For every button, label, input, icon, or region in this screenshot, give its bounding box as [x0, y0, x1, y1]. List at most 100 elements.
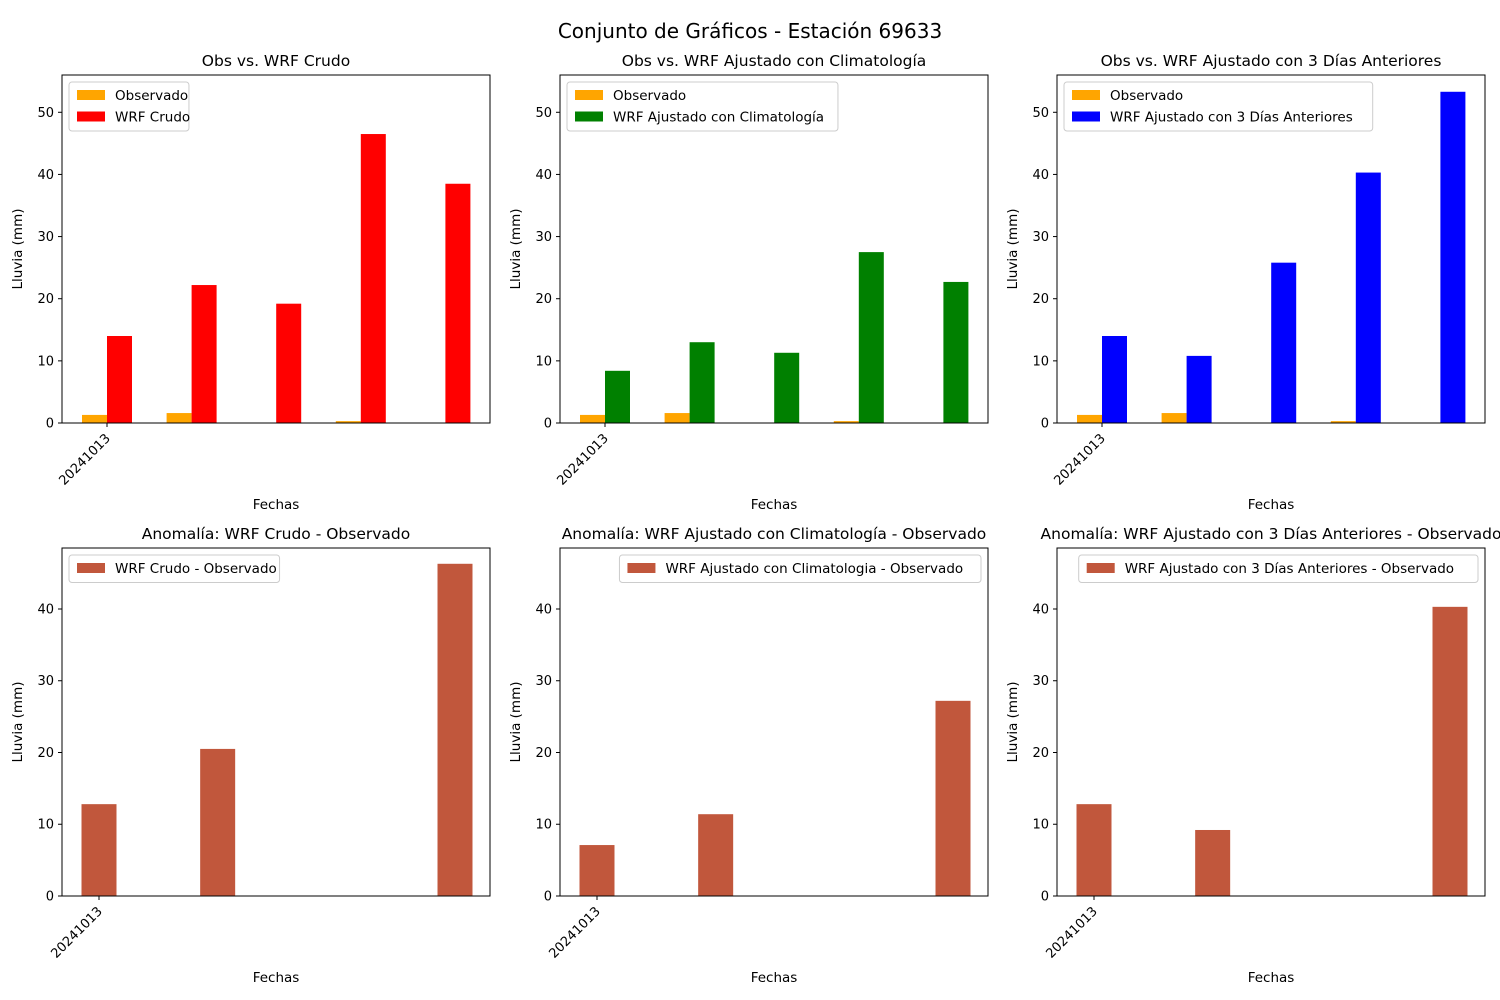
bar-wrf-ajustado-con-3-d-as-anteriores-observado-2: [1432, 606, 1468, 896]
bar-wrf-crudo-2: [276, 303, 302, 423]
y-tick-label: 20: [1032, 746, 1049, 761]
bar-wrf-crudo-observado-1: [200, 748, 236, 896]
subplot-title: Obs vs. WRF Ajustado con 3 Días Anterior…: [1101, 52, 1442, 70]
y-tick-label: 10: [535, 818, 552, 833]
x-axis-label: Fechas: [253, 497, 300, 513]
legend: Observado WRF Crudo: [68, 81, 190, 132]
x-axis-label: Fechas: [751, 497, 798, 513]
legend: WRF Ajustado con 3 Días Anteriores - Obs…: [1078, 554, 1479, 583]
subplot-title: Anomalía: WRF Crudo - Observado: [142, 525, 411, 543]
y-tick-label: 0: [544, 890, 552, 905]
axes-frame: [1056, 547, 1486, 897]
x-axis-label: Fechas: [1248, 970, 1295, 986]
bar-wrf-ajustado-con-3-d-as-anteriores-0: [1102, 336, 1127, 423]
bar-wrf-ajustado-con-climatologia-observado-0: [579, 845, 615, 896]
y-tick-label: 30: [535, 230, 552, 245]
y-tick-label: 20: [535, 746, 552, 761]
bar-observado-0: [82, 414, 107, 423]
y-axis-label: Lluvia (mm): [508, 682, 524, 763]
y-tick-label: 10: [37, 354, 54, 369]
legend-box: [68, 554, 281, 583]
y-tick-label: 50: [1032, 106, 1049, 121]
y-tick-label: 20: [1032, 292, 1049, 307]
bar-observado-0: [580, 414, 605, 423]
subplot-title: Anomalía: WRF Ajustado con 3 Días Anteri…: [1041, 525, 1500, 543]
bar-wrf-ajustado-con-3-d-as-anteriores-4: [1440, 91, 1466, 424]
y-tick-label: 40: [1032, 168, 1049, 183]
legend-label: WRF Ajustado con Climatologia - Observad…: [665, 561, 963, 577]
axes-frame: [1056, 74, 1486, 424]
y-tick-label: 40: [535, 168, 552, 183]
y-tick-label: 0: [1041, 890, 1049, 905]
x-axis-label: Fechas: [253, 970, 300, 986]
bar-observado-0: [1077, 414, 1102, 423]
bar-wrf-ajustado-con-climatolog-a-1: [689, 342, 715, 423]
legend-label: WRF Crudo: [115, 110, 190, 126]
subplot-5: Anomalía: WRF Ajustado con Climatología …: [508, 525, 989, 986]
x-axis-label: Fechas: [1248, 497, 1295, 513]
bar-wrf-crudo-1: [191, 285, 217, 423]
y-tick-label: 50: [37, 106, 54, 121]
y-axis-label: Lluvia (mm): [10, 682, 26, 763]
bar-wrf-ajustado-con-3-d-as-anteriores-2: [1271, 262, 1297, 423]
legend-label: Observado: [115, 88, 188, 104]
legend-label: WRF Crudo - Observado: [115, 561, 277, 577]
bar-wrf-ajustado-con-climatolog-a-2: [774, 352, 800, 423]
bar-wrf-ajustado-con-climatolog-a-3: [858, 252, 884, 423]
bar-wrf-ajustado-con-3-d-as-anteriores-observado-1: [1195, 829, 1231, 896]
bar-observado-1: [1161, 413, 1187, 423]
subplot-3: Obs vs. WRF Ajustado con 3 Días Anterior…: [1005, 52, 1486, 513]
legend-box: [566, 81, 839, 132]
y-tick-label: 50: [535, 106, 552, 121]
y-axis-label: Lluvia (mm): [10, 209, 26, 290]
x-axis-label: Fechas: [751, 970, 798, 986]
bar-observado-3: [833, 421, 859, 423]
y-tick-label: 30: [1032, 230, 1049, 245]
bar-wrf-ajustado-con-climatolog-a-4: [943, 281, 969, 423]
y-tick-label: 0: [46, 417, 54, 432]
y-tick-label: 10: [37, 818, 54, 833]
bar-observado-3: [1330, 421, 1356, 423]
axes-frame: [559, 74, 989, 424]
y-tick-label: 40: [37, 168, 54, 183]
axes-frame: [559, 547, 989, 897]
bar-wrf-ajustado-con-3-d-as-anteriores-1: [1186, 355, 1212, 423]
bar-wrf-crudo-observado-2: [437, 563, 473, 896]
legend-label: Observado: [613, 88, 686, 104]
bar-wrf-ajustado-con-climatolog-a-0: [605, 370, 630, 423]
legend-swatch: [1072, 90, 1100, 100]
y-tick-label: 0: [544, 417, 552, 432]
y-tick-label: 30: [535, 674, 552, 689]
bar-wrf-ajustado-con-3-d-as-anteriores-observado-0: [1076, 804, 1112, 896]
bar-wrf-ajustado-con-climatologia-observado-1: [698, 814, 734, 896]
bar-observado-3: [335, 421, 361, 423]
legend-swatch: [77, 111, 105, 122]
legend-label: WRF Ajustado con Climatología: [613, 110, 824, 126]
y-tick-label: 30: [37, 674, 54, 689]
y-tick-label: 30: [1032, 674, 1049, 689]
y-axis-label: Lluvia (mm): [508, 209, 524, 290]
bar-wrf-ajustado-con-climatologia-observado-2: [935, 700, 971, 896]
y-tick-label: 20: [37, 746, 54, 761]
bar-observado-1: [664, 413, 690, 423]
bar-wrf-crudo-observado-0: [81, 804, 117, 896]
bar-wrf-crudo-3: [360, 134, 386, 424]
y-axis-label: Lluvia (mm): [1005, 209, 1021, 290]
legend-swatch: [575, 111, 603, 122]
legend-label: Observado: [1110, 88, 1183, 104]
legend-swatch: [627, 563, 656, 573]
y-tick-label: 0: [46, 890, 54, 905]
y-tick-label: 40: [1032, 602, 1049, 617]
figure-suptitle: Conjunto de Gráficos - Estación 69633: [558, 19, 942, 43]
y-axis-label: Lluvia (mm): [1005, 682, 1021, 763]
legend-box: [618, 554, 982, 583]
y-tick-label: 40: [535, 602, 552, 617]
y-tick-label: 10: [1032, 818, 1049, 833]
y-tick-label: 30: [37, 230, 54, 245]
y-tick-label: 10: [535, 354, 552, 369]
legend-box: [1078, 554, 1479, 583]
y-tick-label: 0: [1041, 417, 1049, 432]
subplot-title: Anomalía: WRF Ajustado con Climatología …: [562, 525, 987, 543]
